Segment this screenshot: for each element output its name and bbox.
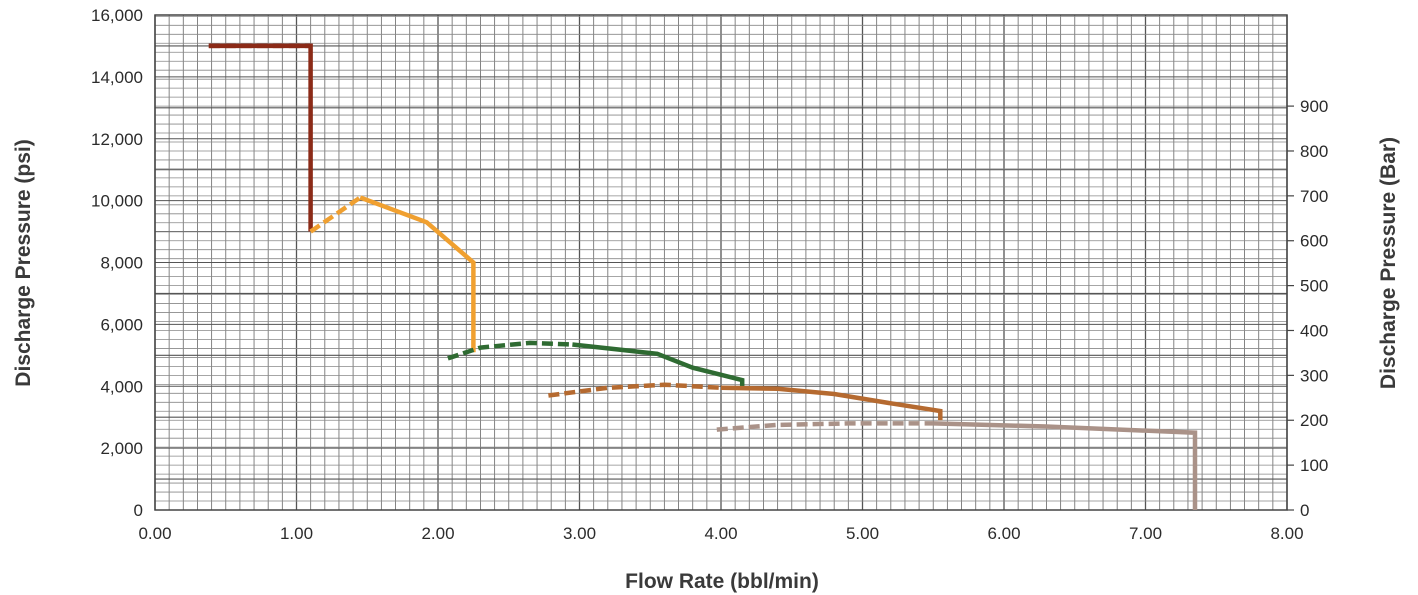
y2-tick-label: 400 [1300,321,1328,340]
y-tick-label: 8,000 [100,254,143,273]
y2-axis-title: Discharge Pressure (Bar) [1377,137,1400,389]
series-3-dashed-line [447,340,573,361]
y-tick-label: 6,000 [100,315,143,334]
x-tick-label: 3.00 [563,524,596,543]
y-tick-label: 4,000 [100,377,143,396]
y-tick-label: 0 [134,501,143,520]
plot-border [154,14,1288,511]
series-5-dashed-line [716,421,934,432]
y2-tick-label: 500 [1300,277,1328,296]
y2-tick-label: 300 [1300,366,1328,385]
x-tick-label: 1.00 [280,524,313,543]
series-4-dashed-line [548,382,722,398]
y-tick-label: 14,000 [91,68,143,87]
y2-tick-label: 600 [1300,232,1328,251]
series-3-solid-line [572,342,745,390]
x-tick-label: 2.00 [421,524,454,543]
x-tick-label: 5.00 [846,524,879,543]
series-2-dashed-line [309,195,362,234]
x-tick-label: 8.00 [1270,524,1303,543]
series-1-solid-line [208,43,313,232]
series-4-solid-line [720,385,943,421]
y-axis-title: Discharge Pressure (psi) [12,139,35,386]
series-layer [208,43,1198,510]
y-tick-label: 10,000 [91,192,143,211]
y2-tick-label: 0 [1300,501,1309,520]
x-tick-label: 0.00 [138,524,171,543]
x-tick-label: 4.00 [704,524,737,543]
y2-tick-label: 200 [1300,411,1328,430]
tick-labels: 0.00 1.00 2.00 3.00 4.00 5.00 6.00 7.00 8.00 0 2,0… [91,6,1328,543]
y2-tick-label: 900 [1300,97,1328,116]
y2-tick-label: 100 [1300,456,1328,475]
y-tick-label: 12,000 [91,130,143,149]
y-tick-label: 16,000 [91,6,143,25]
series-5-solid-line [933,421,1198,510]
x-tick-label: 7.00 [1129,524,1162,543]
grid [154,14,1288,511]
y2-tick-label: 800 [1300,142,1328,161]
y-tick-label: 2,000 [100,439,143,458]
x-axis-title: Flow Rate (bbl/min) [625,570,819,593]
series-2-solid-line [359,195,476,353]
y2-tick-label: 700 [1300,187,1328,206]
x-tick-label: 6.00 [987,524,1020,543]
